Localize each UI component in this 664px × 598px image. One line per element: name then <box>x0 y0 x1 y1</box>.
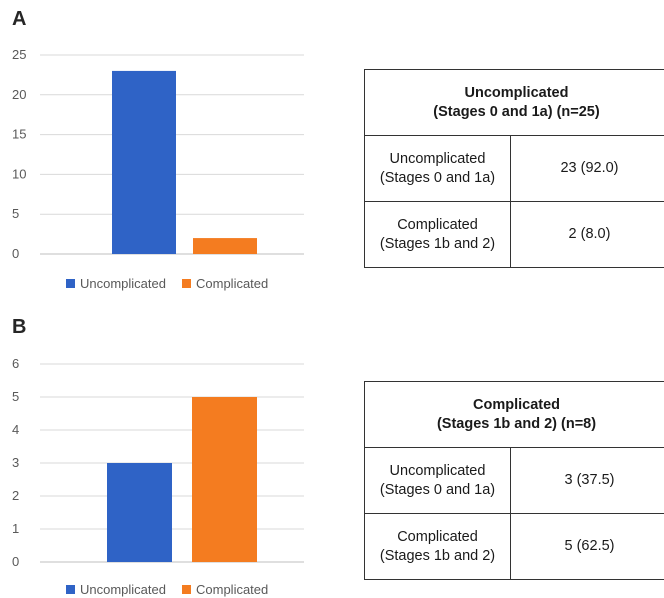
table-row: Complicated (Stages 1b and 2) 5 (62.5) <box>364 513 664 580</box>
y-tick-label: 6 <box>12 356 19 371</box>
table-row: Uncomplicated (Stages 0 and 1a) 23 (92.0… <box>364 135 664 202</box>
table-row: Complicated (Stages 1b and 2) 2 (8.0) <box>364 201 664 268</box>
y-tick-label: 1 <box>12 521 19 536</box>
y-tick-label: 20 <box>12 87 26 102</box>
legend-swatch-uncomplicated <box>66 585 75 594</box>
row-label-line: (Stages 1b and 2) <box>379 547 496 564</box>
legend-swatch-complicated <box>182 585 191 594</box>
table-header-row: Complicated (Stages 1b and 2) (n=8) <box>363 381 664 448</box>
table-row-label: Uncomplicated (Stages 0 and 1a) <box>364 447 511 514</box>
row-label-line: (Stages 0 and 1a) <box>379 169 496 186</box>
table-row-label: Complicated (Stages 1b and 2) <box>364 201 511 268</box>
table-header-line: (Stages 0 and 1a) (n=25) <box>433 103 600 120</box>
y-tick-label: 2 <box>12 488 19 503</box>
table-header-line: (Stages 1b and 2) (n=8) <box>436 415 597 432</box>
table-row-value: 3 (37.5) <box>509 447 664 514</box>
table-row: Uncomplicated (Stages 0 and 1a) 3 (37.5) <box>364 447 664 514</box>
table-row-value: 5 (62.5) <box>509 513 664 580</box>
summary-table-b: Complicated (Stages 1b and 2) (n=8) Unco… <box>363 381 664 580</box>
table-header-line: Uncomplicated <box>464 85 569 102</box>
y-tick-label: 25 <box>12 47 26 62</box>
row-label-line: Complicated <box>397 529 478 546</box>
bar-complicated <box>192 397 257 562</box>
table-header-line: Complicated <box>473 397 561 414</box>
summary-table-a: Uncomplicated (Stages 0 and 1a) (n=25) U… <box>364 69 664 268</box>
chart-a: 0 5 10 15 20 25 <box>12 47 304 261</box>
table-header-row: Uncomplicated (Stages 0 and 1a) (n=25) <box>364 69 664 136</box>
legend-item-uncomplicated: Uncomplicated <box>66 276 166 291</box>
table-header: Complicated (Stages 1b and 2) (n=8) <box>363 381 664 448</box>
chart-b-legend: Uncomplicated Complicated <box>66 582 268 597</box>
legend-item-complicated: Complicated <box>182 582 268 597</box>
table-row-label: Complicated (Stages 1b and 2) <box>364 513 511 580</box>
panel-b-letter: B <box>12 316 27 338</box>
legend-label: Uncomplicated <box>80 276 166 291</box>
bar-complicated <box>193 238 257 254</box>
y-tick-label: 4 <box>12 422 19 437</box>
y-tick-label: 5 <box>12 389 19 404</box>
legend-item-complicated: Complicated <box>182 276 268 291</box>
chart-a-legend: Uncomplicated Complicated <box>66 276 268 291</box>
bar-uncomplicated <box>107 463 172 562</box>
legend-swatch-complicated <box>182 279 191 288</box>
legend-swatch-uncomplicated <box>66 279 75 288</box>
row-label-line: Uncomplicated <box>389 463 486 480</box>
y-tick-label: 3 <box>12 455 19 470</box>
y-tick-label: 0 <box>12 246 19 261</box>
row-label-line: Uncomplicated <box>389 151 486 168</box>
bar-uncomplicated <box>112 70 176 254</box>
table-row-value: 2 (8.0) <box>510 201 664 268</box>
y-tick-label: 0 <box>12 554 19 569</box>
legend-item-uncomplicated: Uncomplicated <box>66 582 166 597</box>
table-header: Uncomplicated (Stages 0 and 1a) (n=25) <box>364 69 664 136</box>
row-label-line: (Stages 1b and 2) <box>379 235 496 252</box>
y-tick-label: 15 <box>12 127 26 142</box>
panel-a-letter: A <box>12 8 27 30</box>
table-row-label: Uncomplicated (Stages 0 and 1a) <box>364 135 511 202</box>
y-tick-label: 5 <box>12 206 19 221</box>
y-tick-label: 10 <box>12 166 26 181</box>
row-label-line: Complicated <box>397 217 478 234</box>
legend-label: Complicated <box>196 582 269 597</box>
legend-label: Uncomplicated <box>80 582 166 597</box>
legend-label: Complicated <box>196 276 269 291</box>
row-label-line: (Stages 0 and 1a) <box>379 481 496 498</box>
table-row-value: 23 (92.0) <box>510 135 664 202</box>
chart-b: 0 1 2 3 4 5 6 <box>12 356 304 569</box>
